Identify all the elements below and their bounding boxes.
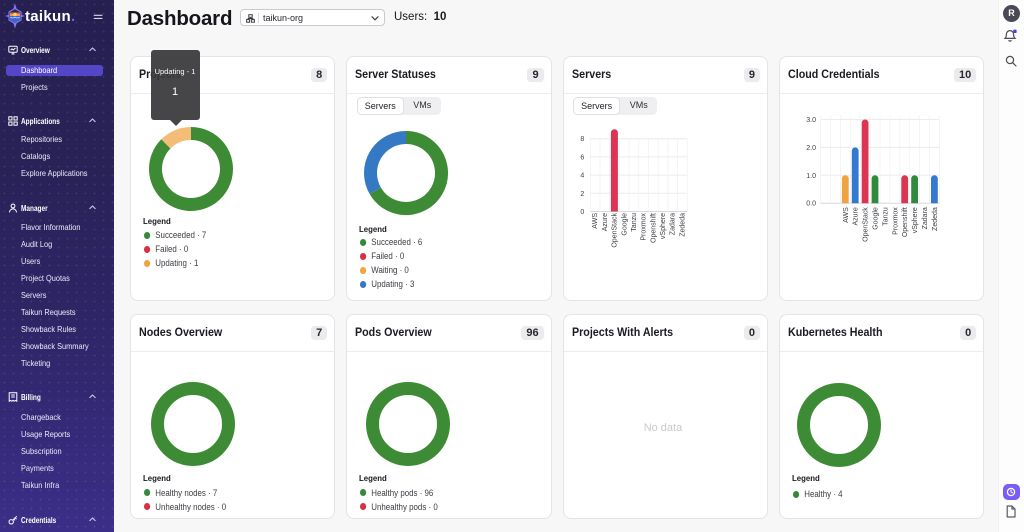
- svg-text:Google: Google: [621, 212, 628, 235]
- svg-text:Openshift: Openshift: [902, 207, 909, 237]
- svg-text:1.0: 1.0: [806, 172, 816, 179]
- svg-text:Openshift: Openshift: [650, 212, 657, 242]
- svg-text:6: 6: [580, 154, 584, 161]
- svg-text:Zadara: Zadara: [922, 207, 929, 229]
- svg-text:vSphere: vSphere: [912, 207, 919, 233]
- svg-text:2.0: 2.0: [806, 144, 816, 151]
- svg-text:4: 4: [580, 172, 584, 179]
- svg-text:0: 0: [580, 209, 584, 216]
- svg-text:Proxmox: Proxmox: [892, 206, 899, 234]
- svg-text:Azure: Azure: [602, 212, 609, 230]
- svg-text:Google: Google: [873, 207, 880, 230]
- svg-text:2: 2: [580, 190, 584, 197]
- svg-text:Zadara: Zadara: [669, 212, 676, 234]
- svg-text:8: 8: [580, 136, 584, 143]
- svg-text:OpenStack: OpenStack: [611, 212, 618, 247]
- svg-text:Zededa: Zededa: [679, 212, 686, 236]
- svg-text:AWS: AWS: [592, 212, 599, 228]
- svg-text:vSphere: vSphere: [660, 212, 667, 238]
- svg-text:OpenStack: OpenStack: [863, 206, 870, 241]
- svg-text:Tanzu: Tanzu: [631, 212, 638, 231]
- svg-text:0.0: 0.0: [806, 200, 816, 207]
- svg-text:Tanzu: Tanzu: [882, 207, 889, 226]
- svg-text:Azure: Azure: [853, 207, 860, 225]
- svg-text:3.0: 3.0: [806, 117, 816, 124]
- svg-text:Zededa: Zededa: [932, 207, 939, 231]
- svg-text:AWS: AWS: [843, 206, 850, 222]
- svg-text:Proxmox: Proxmox: [640, 212, 647, 240]
